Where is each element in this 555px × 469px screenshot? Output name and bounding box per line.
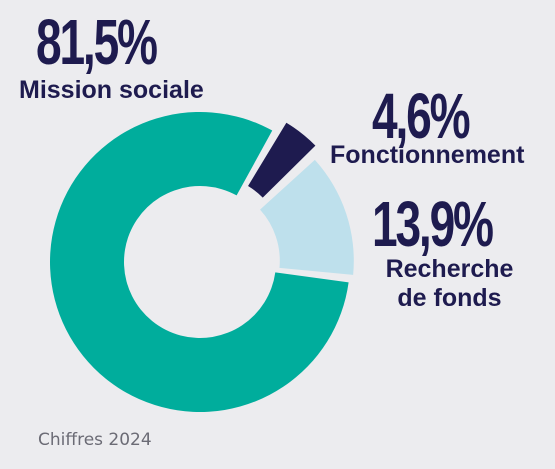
slice-fonctionnement bbox=[248, 122, 316, 198]
recherche-de-fonds-label-line2: de fonds bbox=[397, 283, 502, 312]
fonctionnement-percentage: 4,6% bbox=[372, 80, 471, 152]
slice-mission-sociale bbox=[49, 111, 349, 413]
mission-sociale-label: Mission sociale bbox=[19, 76, 204, 104]
recherche-de-fonds-label: Recherche de fonds bbox=[382, 255, 517, 313]
recherche-de-fonds-percentage: 13,9% bbox=[372, 188, 494, 260]
recherche-de-fonds-label-line1: Recherche bbox=[385, 255, 514, 283]
mission-sociale-percentage: 81,5% bbox=[36, 6, 158, 78]
fonctionnement-label: Fonctionnement bbox=[330, 141, 525, 169]
footnote-year: Chiffres 2024 bbox=[38, 430, 152, 450]
slice-recherche-de-fonds bbox=[260, 159, 354, 275]
